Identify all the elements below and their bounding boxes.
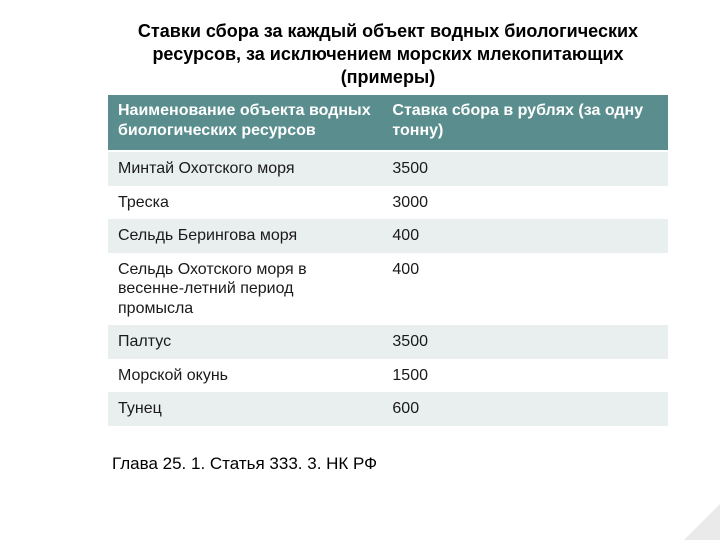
cell-rate: 600 (382, 392, 668, 426)
table-row: Морской окунь 1500 (108, 359, 668, 393)
cell-name: Тунец (108, 392, 382, 426)
cell-name: Морской окунь (108, 359, 382, 393)
footer-citation: Глава 25. 1. Статья 333. 3. НК РФ (108, 454, 668, 474)
table-row: Сельдь Охотского моря в весенне-летний п… (108, 253, 668, 326)
cell-name: Минтай Охотского моря (108, 151, 382, 186)
cell-rate: 3000 (382, 186, 668, 220)
cell-name: Треска (108, 186, 382, 220)
table-row: Тунец 600 (108, 392, 668, 426)
rates-table: Наименование объекта водных биологически… (108, 95, 668, 426)
cell-name: Палтус (108, 325, 382, 359)
cell-rate: 1500 (382, 359, 668, 393)
cell-name: Сельдь Охотского моря в весенне-летний п… (108, 253, 382, 326)
title-line: (примеры) (341, 67, 436, 87)
cell-rate: 3500 (382, 325, 668, 359)
table-row: Палтус 3500 (108, 325, 668, 359)
cell-rate: 400 (382, 219, 668, 253)
title-line: ресурсов, за исключением морских млекопи… (152, 44, 623, 64)
page-title: Ставки сбора за каждый объект водных био… (108, 20, 668, 89)
table-header-row: Наименование объекта водных биологически… (108, 95, 668, 151)
table-row: Минтай Охотского моря 3500 (108, 151, 668, 186)
table-row: Сельдь Берингова моря 400 (108, 219, 668, 253)
cell-name: Сельдь Берингова моря (108, 219, 382, 253)
slide: Ставки сбора за каждый объект водных био… (0, 0, 720, 540)
title-line: Ставки сбора за каждый объект водных био… (138, 21, 638, 41)
cell-rate: 400 (382, 253, 668, 326)
header-name: Наименование объекта водных биологически… (108, 95, 382, 151)
cell-rate: 3500 (382, 151, 668, 186)
table-row: Треска 3000 (108, 186, 668, 220)
header-rate: Ставка сбора в рублях (за одну тонну) (382, 95, 668, 151)
